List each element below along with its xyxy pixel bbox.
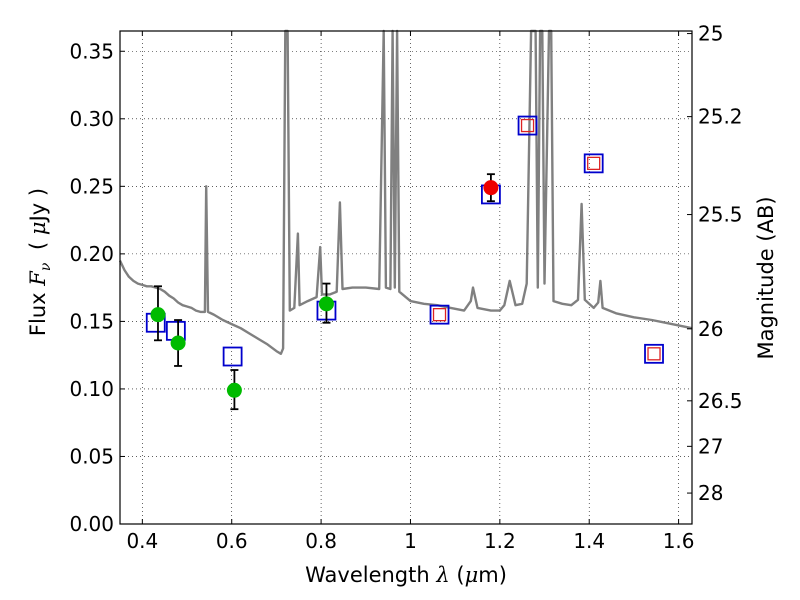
observed-photometry [150, 173, 499, 411]
x-tick-label: 0.4 [126, 529, 158, 553]
model-spectrum-line [118, 29, 693, 355]
x-axis-label-symbol: λ [435, 563, 449, 587]
x-axis-label-prefix: Wavelength [305, 563, 430, 587]
y-tick-label: 0.35 [69, 39, 114, 63]
model-square-red [432, 307, 447, 322]
model-square-blue [222, 346, 243, 367]
y2-tick-label: 26.5 [698, 389, 743, 413]
model-square-blue [583, 153, 604, 174]
y2-tick-label: 26 [698, 317, 723, 341]
x-tick-label: 1.6 [663, 529, 695, 553]
model-square-red [520, 118, 535, 133]
observed-green-point [318, 296, 334, 312]
model-square-red [647, 347, 661, 361]
y-tick-label: 0.15 [69, 309, 114, 333]
y-tick-label: 0.20 [69, 242, 114, 266]
y2-tick-label: 28 [698, 481, 723, 505]
y2-axis-label: Magnitude (AB) [754, 196, 778, 359]
model-square-blue [517, 115, 538, 136]
y-axis-label-mu: μ [26, 221, 50, 235]
y-axis-label: Flux Fν ( μJy ) [26, 188, 55, 336]
x-axis-label: Wavelength λ (μm) [305, 563, 507, 587]
y-tick-label: 0.25 [69, 174, 114, 198]
x-tick-label: 1.4 [573, 529, 605, 553]
model-square-red [587, 156, 601, 171]
observed-green-point [226, 382, 242, 398]
y2-tick-label: 25.5 [698, 203, 743, 227]
x-axis-label-open: ( [456, 563, 464, 587]
y-tick-label: 0.05 [69, 444, 114, 468]
plot-frame [119, 30, 693, 525]
y-axis-label-open: ( [26, 242, 50, 250]
y2-tick-label: 25 [698, 22, 723, 46]
x-axis-label-mu: μ [465, 563, 479, 587]
observed-green-point [170, 335, 186, 351]
x-tick-label: 1.2 [484, 529, 516, 553]
observed-green-point [150, 307, 166, 323]
y-axis-label-sub: ν [38, 262, 54, 271]
axis-ticks: 0.4 0.6 0.8 1 1.2 1.4 1.6 0.00 0.05 0.10 0.15 0.20 0… [69, 22, 742, 553]
y-tick-label: 0.00 [69, 512, 114, 536]
model-photometry [145, 115, 664, 367]
y-tick-label: 0.10 [69, 377, 114, 401]
y-axis-label-unit: Jy ) [26, 188, 50, 224]
observed-red-point [483, 180, 499, 196]
x-tick-label: 0.6 [216, 529, 248, 553]
x-tick-label: 0.8 [305, 529, 337, 553]
model-square-blue [644, 343, 664, 364]
y-axis-label-symbol: F [26, 270, 50, 287]
model-square-blue [429, 304, 450, 325]
model-spectrum [118, 29, 693, 355]
x-axis-label-unit: m) [478, 563, 507, 587]
y-axis-label-prefix: Flux [26, 292, 50, 336]
y2-tick-label: 27 [698, 434, 723, 458]
y-tick-label: 0.30 [69, 107, 114, 131]
x-tick-label: 1 [404, 529, 417, 553]
y2-tick-label: 25.2 [698, 105, 743, 129]
